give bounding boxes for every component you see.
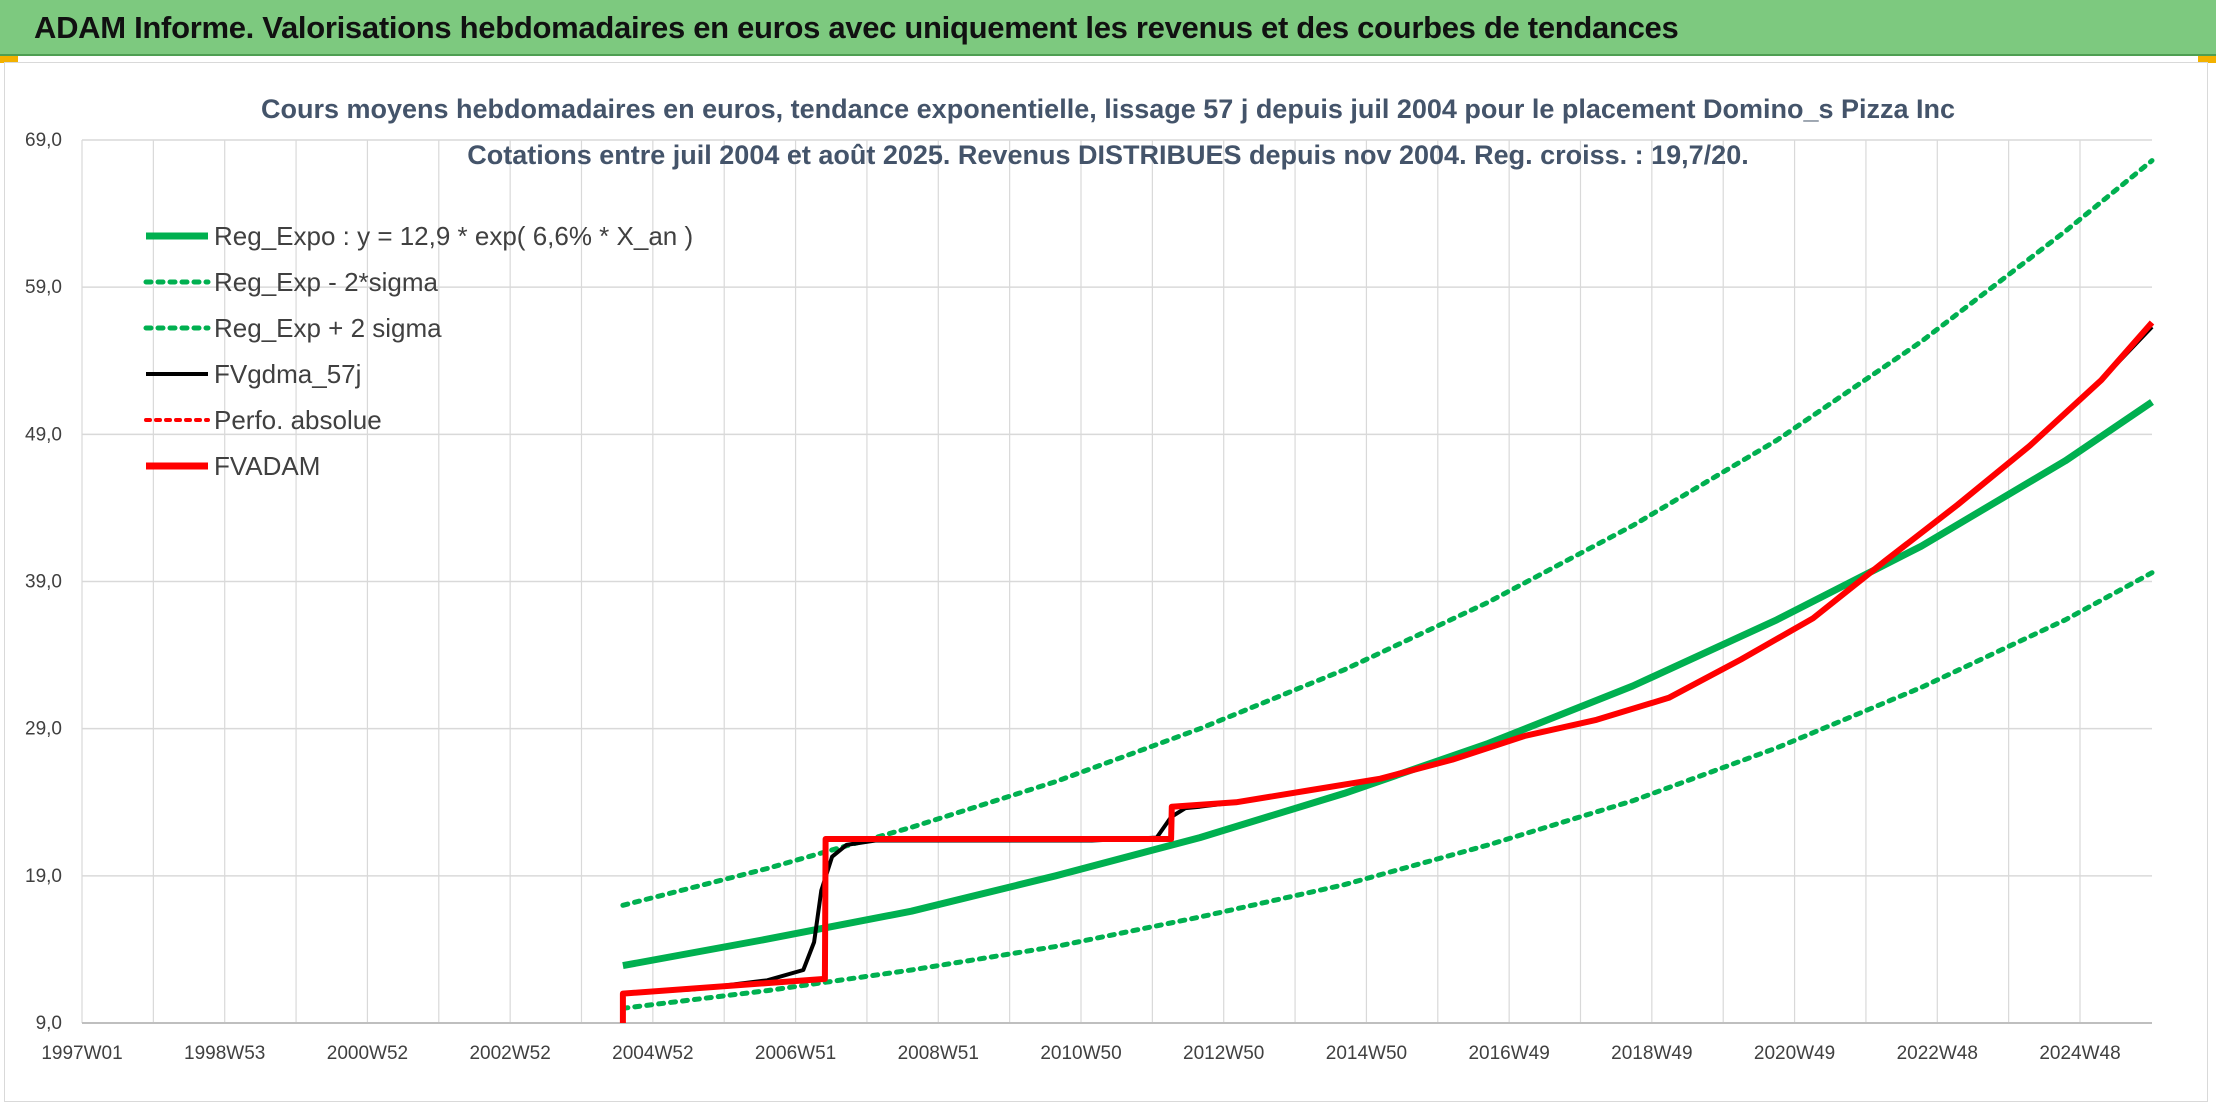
grid-layer [81,139,2152,1024]
x-tick-label: 2002W52 [469,1043,550,1064]
chart-title: Cours moyens hebdomadaires en euros, ten… [261,94,1955,124]
x-tick-label: 2010W50 [1040,1043,1121,1064]
report-banner: ADAM Informe. Valorisations hebdomadaire… [0,0,2216,56]
x-tick-label: 2000W52 [327,1043,408,1064]
legend-label: FVgdma_57j [214,359,361,389]
y-tick-label: 19,0 [25,866,62,887]
x-tick-label: 2022W48 [1897,1043,1978,1064]
y-tick-label: 39,0 [25,572,62,593]
legend: Reg_Expo : y = 12,9 * exp( 6,6% * X_an )… [143,221,693,481]
y-tick-label: 9,0 [36,1013,62,1034]
y-tick-label: 69,0 [25,130,62,151]
legend-label: Perfo. absolue [214,405,382,435]
x-tick-label: 1998W53 [184,1043,265,1064]
x-tick-label: 1997W01 [41,1043,122,1064]
series-line-0 [622,399,2154,970]
x-tick-label: 2016W49 [1468,1043,1549,1064]
series-line-3 [622,325,2154,996]
corner-marker-left [0,56,18,63]
corner-marker-right [2198,56,2216,63]
x-tick-label: 2014W50 [1326,1043,1407,1064]
series-line-4 [620,320,2155,997]
x-tick-label: 2008W51 [898,1043,979,1064]
legend-label: Reg_Exp - 2*sigma [214,267,439,297]
y-tick-label: 49,0 [25,424,62,445]
axis-layer: 9,0 19,0 29,0 39,0 49,0 59,0 69,0 1997W01 1998W5… [25,130,2152,1064]
y-tick-label: 59,0 [25,277,62,298]
series-line-5 [619,320,2155,1023]
x-tick-label: 2012W50 [1183,1043,1264,1064]
x-tick-label: 2004W52 [612,1043,693,1064]
series-line-2 [620,158,2155,908]
series-line-1 [620,570,2155,1011]
chart-subtitle: Cotations entre juil 2004 et août 2025. … [467,140,1748,170]
legend-label: FVADAM [214,451,320,481]
x-tick-label: 2024W48 [2039,1043,2120,1064]
chart-frame [4,62,2208,1102]
x-tick-label: 2006W51 [755,1043,836,1064]
report-title: ADAM Informe. Valorisations hebdomadaire… [34,10,1679,45]
series-layer [619,158,2155,1023]
legend-label: Reg_Expo : y = 12,9 * exp( 6,6% * X_an ) [214,221,693,251]
x-tick-label: 2020W49 [1754,1043,1835,1064]
y-tick-label: 29,0 [25,719,62,740]
legend-label: Reg_Exp + 2 sigma [214,313,442,343]
x-tick-label: 2018W49 [1611,1043,1692,1064]
